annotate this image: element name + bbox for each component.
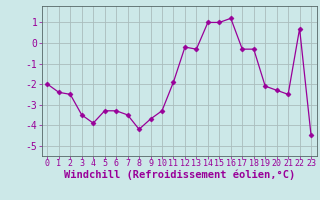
X-axis label: Windchill (Refroidissement éolien,°C): Windchill (Refroidissement éolien,°C) [64,169,295,180]
